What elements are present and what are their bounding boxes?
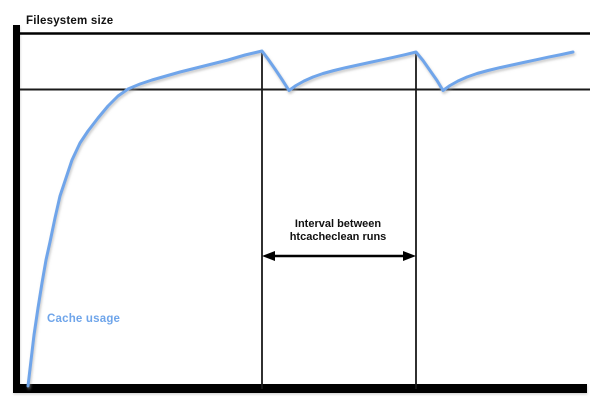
- arrow-head-left-icon: [262, 251, 275, 261]
- cache-usage-label: Cache usage: [47, 313, 121, 325]
- interval-label-line1: Interval between: [294, 218, 382, 230]
- y-axis: [13, 25, 20, 393]
- interval-label-line2: htcacheclean runs: [289, 231, 387, 243]
- x-axis: [13, 384, 587, 393]
- axes: [13, 25, 587, 393]
- arrow-head-right-icon: [403, 251, 416, 261]
- interval-arrow: [262, 251, 416, 261]
- cache-usage-curve: [26, 49, 575, 388]
- interval-label: Interval between htcacheclean runs: [238, 218, 438, 244]
- filesystem-size-label: Filesystem size: [26, 15, 114, 27]
